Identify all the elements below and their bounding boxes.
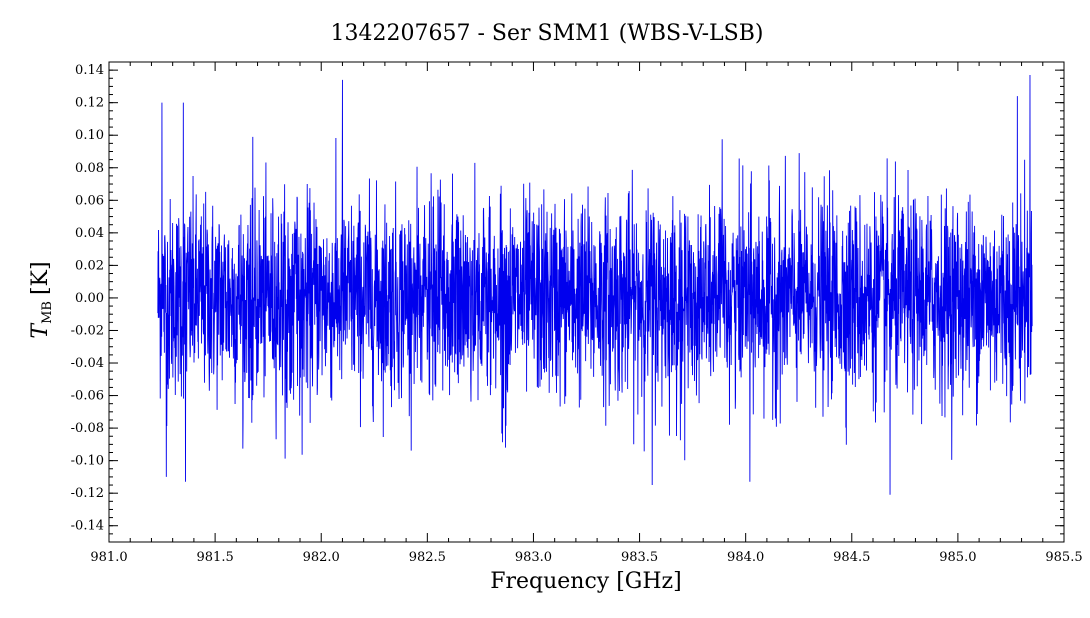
x-tick-label: 981.5 bbox=[197, 550, 234, 565]
y-tick-label: -0.12 bbox=[71, 486, 104, 501]
y-tick-label: 0.10 bbox=[75, 128, 104, 143]
x-tick-label: 984.5 bbox=[833, 550, 870, 565]
y-tick-label: -0.04 bbox=[71, 356, 104, 371]
plot-area bbox=[108, 61, 1065, 543]
y-axis-label-unit: [K] bbox=[28, 261, 53, 295]
y-axis: -0.14 -0.12 -0.10 -0.08 -0.06 -0.04 -0.02 0.00 0… bbox=[71, 61, 1064, 543]
y-tick-label: -0.10 bbox=[71, 454, 104, 469]
y-tick-label: -0.08 bbox=[71, 421, 104, 436]
x-tick-label: 983.0 bbox=[515, 550, 552, 565]
x-tick-label: 984.0 bbox=[727, 550, 764, 565]
x-tick-label: 982.0 bbox=[303, 550, 340, 565]
x-axis: 981.0 981.5 982.0 982.5 983.0 983.5 984.0 984.5… bbox=[90, 62, 1083, 565]
x-tick-label: 983.5 bbox=[621, 550, 658, 565]
y-tick-label: -0.14 bbox=[71, 519, 104, 534]
x-tick-label: 982.5 bbox=[409, 550, 446, 565]
x-tick-label: 985.5 bbox=[1045, 550, 1082, 565]
series-line bbox=[157, 75, 1033, 495]
y-axis-label-main: T bbox=[28, 322, 53, 339]
x-tick-label: 981.0 bbox=[90, 550, 127, 565]
y-tick-label: 0.02 bbox=[75, 258, 104, 273]
y-axis-label: TMB [K] bbox=[28, 261, 55, 338]
x-axis-label: Frequency [GHz] bbox=[490, 569, 682, 594]
y-tick-label: 0.14 bbox=[75, 63, 104, 78]
y-tick-label: 0.08 bbox=[75, 161, 104, 176]
chart-title: 1342207657 - Ser SMM1 (WBS-V-LSB) bbox=[331, 21, 764, 46]
y-tick-label: 0.06 bbox=[75, 193, 104, 208]
svg-text:TMB[K]: TMB [K] bbox=[28, 261, 55, 338]
y-tick-label: -0.06 bbox=[71, 389, 104, 404]
plot-frame bbox=[108, 61, 1065, 543]
x-tick-label: 985.0 bbox=[939, 550, 976, 565]
y-tick-label: 0.12 bbox=[75, 96, 104, 111]
y-tick-label: -0.02 bbox=[71, 323, 104, 338]
y-tick-label: 0.04 bbox=[75, 226, 104, 241]
series-spectrum bbox=[157, 75, 1033, 495]
y-axis-label-sub: MB bbox=[40, 301, 55, 324]
y-tick-label: 0.00 bbox=[75, 291, 104, 306]
